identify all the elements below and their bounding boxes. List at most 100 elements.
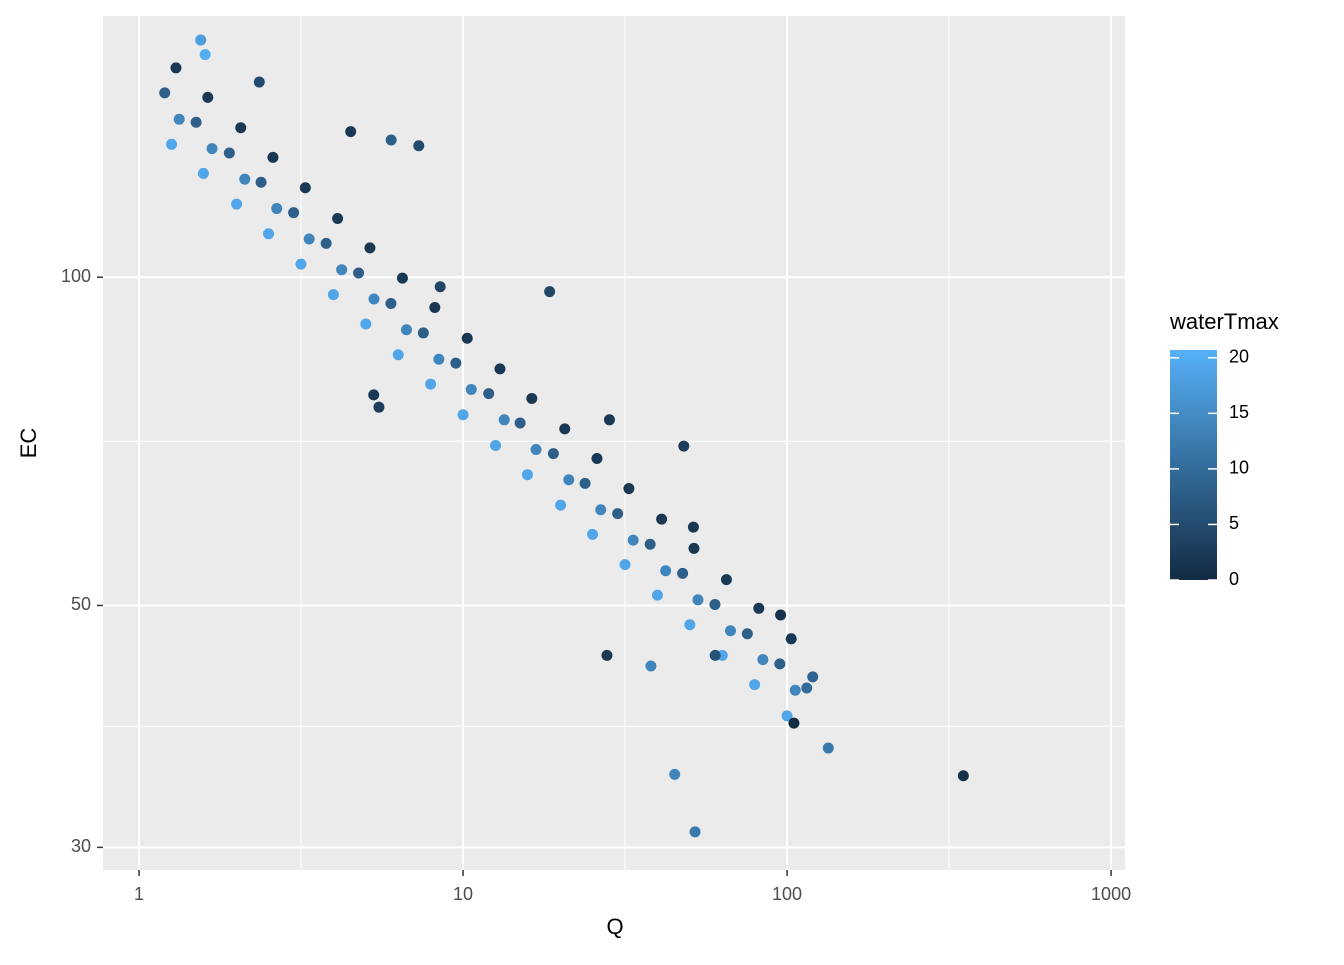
point bbox=[788, 717, 800, 729]
point bbox=[239, 173, 251, 185]
point bbox=[692, 594, 704, 606]
point bbox=[656, 513, 668, 525]
point bbox=[677, 567, 689, 579]
point bbox=[669, 768, 681, 780]
point bbox=[173, 113, 185, 125]
point bbox=[623, 483, 635, 495]
point bbox=[775, 609, 787, 621]
point bbox=[494, 363, 506, 375]
point bbox=[299, 182, 311, 194]
colorbar-label: 15 bbox=[1229, 402, 1249, 422]
point bbox=[757, 654, 769, 666]
x-axis-title: Q bbox=[606, 914, 623, 939]
point bbox=[687, 521, 699, 533]
x-tick-label: 10 bbox=[453, 884, 473, 904]
x-tick-label: 1 bbox=[134, 884, 144, 904]
point bbox=[195, 34, 207, 46]
point bbox=[368, 389, 380, 401]
point bbox=[785, 633, 797, 645]
point bbox=[368, 293, 380, 305]
point bbox=[490, 439, 502, 451]
point bbox=[263, 228, 275, 240]
point bbox=[514, 417, 526, 429]
point bbox=[678, 440, 690, 452]
point bbox=[202, 91, 214, 103]
point bbox=[159, 87, 171, 99]
point bbox=[429, 302, 441, 314]
point bbox=[457, 409, 469, 421]
point bbox=[720, 574, 732, 586]
point bbox=[645, 660, 657, 672]
point bbox=[591, 452, 603, 464]
point bbox=[544, 286, 556, 298]
point bbox=[579, 477, 591, 489]
point bbox=[392, 349, 404, 361]
point bbox=[741, 628, 753, 640]
point bbox=[434, 281, 446, 293]
point bbox=[413, 140, 425, 152]
point bbox=[660, 565, 672, 577]
y-tick-label: 50 bbox=[71, 594, 91, 614]
point bbox=[559, 423, 571, 435]
point bbox=[360, 318, 372, 330]
point bbox=[689, 826, 701, 838]
colorbar bbox=[1170, 350, 1217, 580]
point bbox=[563, 474, 575, 486]
point bbox=[303, 233, 315, 245]
point bbox=[235, 122, 247, 134]
point bbox=[644, 538, 656, 550]
point bbox=[822, 742, 834, 754]
colorbar-label: 10 bbox=[1229, 458, 1249, 478]
x-tick-label: 1000 bbox=[1091, 884, 1131, 904]
point bbox=[271, 203, 283, 215]
point bbox=[709, 599, 721, 611]
point bbox=[498, 414, 510, 426]
point bbox=[385, 134, 397, 146]
point bbox=[255, 176, 267, 188]
panel-background bbox=[103, 16, 1125, 870]
point bbox=[526, 393, 538, 405]
point bbox=[450, 357, 462, 369]
point bbox=[749, 679, 761, 691]
point bbox=[190, 116, 202, 128]
point bbox=[684, 619, 696, 631]
point bbox=[957, 770, 969, 782]
legend-title: waterTmax bbox=[1169, 309, 1279, 334]
point bbox=[688, 542, 700, 554]
x-tick-label: 100 bbox=[772, 884, 802, 904]
point bbox=[601, 649, 613, 661]
colorbar-label: 5 bbox=[1229, 513, 1239, 533]
point bbox=[555, 499, 567, 511]
point bbox=[807, 671, 819, 683]
point bbox=[595, 504, 607, 516]
point bbox=[400, 324, 412, 336]
point bbox=[417, 327, 429, 339]
point bbox=[461, 332, 473, 344]
point bbox=[396, 272, 408, 284]
point bbox=[332, 212, 344, 224]
point bbox=[781, 710, 793, 722]
point bbox=[433, 353, 445, 365]
point bbox=[603, 414, 615, 426]
point bbox=[725, 625, 737, 637]
point bbox=[521, 469, 533, 481]
point bbox=[801, 682, 813, 694]
point bbox=[345, 126, 357, 138]
point bbox=[223, 147, 235, 159]
y-axis-title: EC bbox=[16, 428, 41, 459]
point bbox=[364, 242, 376, 254]
point bbox=[385, 297, 397, 309]
point bbox=[774, 658, 786, 670]
point bbox=[587, 528, 599, 540]
point bbox=[465, 383, 477, 395]
point bbox=[267, 151, 279, 163]
y-tick-label: 100 bbox=[61, 266, 91, 286]
point bbox=[483, 388, 495, 400]
point bbox=[627, 534, 639, 546]
point bbox=[789, 684, 801, 696]
point bbox=[197, 167, 209, 179]
point bbox=[709, 649, 721, 661]
point bbox=[619, 559, 631, 571]
point bbox=[231, 198, 243, 210]
